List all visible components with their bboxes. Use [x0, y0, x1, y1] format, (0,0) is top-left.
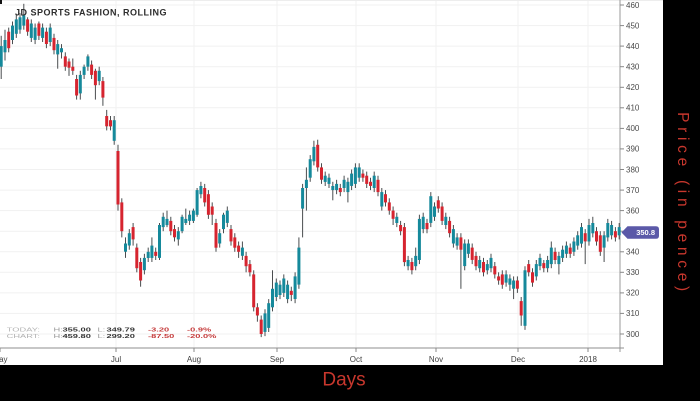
svg-text:H:: H: — [54, 326, 63, 333]
svg-text:440: 440 — [626, 42, 640, 51]
svg-text:380: 380 — [626, 165, 640, 174]
svg-text:-20.0%: -20.0% — [187, 333, 217, 340]
svg-text:310: 310 — [626, 309, 640, 318]
svg-text:450: 450 — [626, 21, 640, 30]
svg-text:-87.50: -87.50 — [148, 333, 174, 340]
svg-text:Price (in pence): Price (in pence) — [674, 112, 691, 296]
svg-text:299.20: 299.20 — [107, 333, 135, 340]
svg-text:460: 460 — [626, 1, 640, 10]
svg-text:2018: 2018 — [579, 355, 597, 364]
svg-text:360: 360 — [626, 206, 640, 215]
svg-text:390: 390 — [626, 145, 640, 154]
svg-text:Aug: Aug — [187, 355, 201, 364]
svg-text:L:: L: — [98, 326, 106, 333]
svg-text:420: 420 — [626, 83, 640, 92]
svg-text:Jul: Jul — [111, 355, 121, 364]
svg-text:349.79: 349.79 — [107, 326, 135, 333]
svg-text:-0.9%: -0.9% — [187, 326, 211, 333]
svg-text:CHART:: CHART: — [7, 333, 40, 340]
svg-text:350.8: 350.8 — [636, 228, 655, 237]
svg-text:400: 400 — [626, 124, 640, 133]
svg-text:330: 330 — [626, 268, 640, 277]
svg-text:L:: L: — [98, 333, 106, 340]
svg-text:-3.20: -3.20 — [148, 326, 169, 333]
svg-text:Nov: Nov — [429, 355, 443, 364]
svg-text:Days: Days — [322, 370, 365, 391]
svg-text:430: 430 — [626, 63, 640, 72]
svg-text:320: 320 — [626, 289, 640, 298]
svg-text:JD SPORTS FASHION, ROLLING: JD SPORTS FASHION, ROLLING — [15, 8, 167, 18]
svg-text:410: 410 — [626, 104, 640, 113]
svg-text:340: 340 — [626, 248, 640, 257]
svg-text:May: May — [0, 355, 8, 364]
svg-text:H:: H: — [54, 333, 63, 340]
svg-text:Oct: Oct — [350, 355, 363, 364]
svg-text:370: 370 — [626, 186, 640, 195]
svg-text:Sep: Sep — [270, 355, 285, 364]
svg-text:355.00: 355.00 — [63, 326, 91, 333]
svg-text:TODAY:: TODAY: — [7, 326, 40, 333]
svg-text:Dec: Dec — [511, 355, 525, 364]
svg-text:300: 300 — [626, 330, 640, 339]
svg-text:459.80: 459.80 — [63, 333, 91, 340]
